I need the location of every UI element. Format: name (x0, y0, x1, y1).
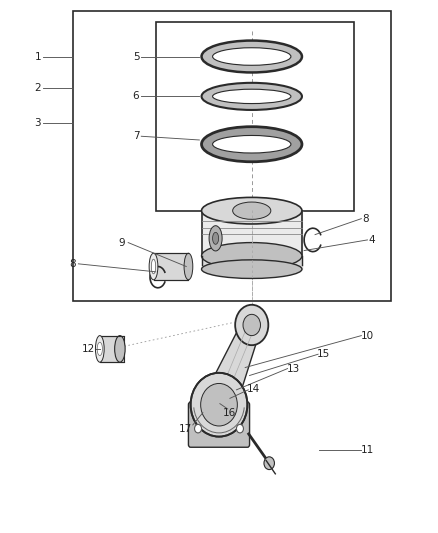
Bar (153, 253, 188, 280)
Text: 12: 12 (81, 344, 95, 354)
Text: 7: 7 (133, 131, 139, 141)
Ellipse shape (149, 253, 158, 280)
Bar (155, 22, 354, 211)
Bar (100, 336, 124, 362)
Ellipse shape (212, 89, 291, 103)
Ellipse shape (201, 41, 302, 72)
Ellipse shape (264, 457, 275, 470)
Text: 14: 14 (247, 384, 260, 394)
Ellipse shape (201, 83, 302, 110)
Text: 6: 6 (133, 91, 139, 101)
Ellipse shape (201, 127, 302, 162)
Ellipse shape (194, 424, 201, 433)
Ellipse shape (201, 243, 302, 269)
Text: 8: 8 (362, 214, 369, 224)
Ellipse shape (115, 336, 125, 362)
Text: 16: 16 (223, 408, 237, 418)
Text: 13: 13 (286, 364, 300, 374)
Text: 15: 15 (317, 349, 330, 359)
Ellipse shape (212, 232, 219, 244)
Ellipse shape (209, 225, 222, 251)
Ellipse shape (212, 135, 291, 153)
Text: 2: 2 (35, 83, 41, 93)
Text: 17: 17 (179, 424, 192, 434)
Ellipse shape (151, 259, 155, 274)
Ellipse shape (237, 424, 244, 433)
Ellipse shape (201, 197, 302, 224)
Ellipse shape (191, 373, 247, 437)
Text: 9: 9 (119, 238, 125, 247)
Ellipse shape (243, 314, 261, 336)
Ellipse shape (97, 342, 102, 356)
Text: 8: 8 (69, 259, 76, 269)
Ellipse shape (233, 202, 271, 219)
Text: 11: 11 (361, 445, 374, 455)
Bar (73, 11, 392, 301)
Ellipse shape (201, 383, 237, 426)
Text: 5: 5 (133, 52, 139, 61)
FancyBboxPatch shape (188, 402, 250, 447)
Ellipse shape (235, 305, 268, 345)
Text: 4: 4 (368, 235, 375, 245)
Text: 10: 10 (361, 330, 374, 341)
Text: 1: 1 (35, 52, 41, 61)
Text: 3: 3 (35, 118, 41, 128)
Polygon shape (204, 320, 260, 414)
Ellipse shape (184, 253, 193, 280)
Ellipse shape (201, 260, 302, 278)
Ellipse shape (212, 48, 291, 65)
Ellipse shape (95, 336, 104, 362)
